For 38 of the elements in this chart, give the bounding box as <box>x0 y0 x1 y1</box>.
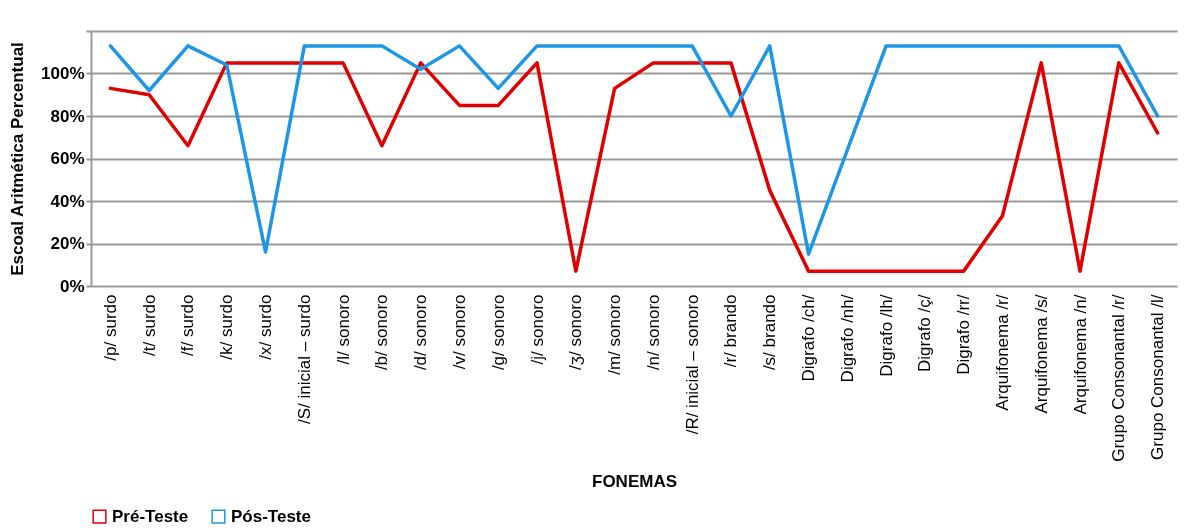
x-tick-label: /R/ inicial – sonoro <box>682 294 702 435</box>
x-tick-label: Grupo Consonantal /l/ <box>1148 294 1168 460</box>
x-tick-label: Digrafo /rr/ <box>954 294 974 375</box>
x-tick-label: /S/ inicial – surdo <box>294 294 314 424</box>
x-tick-label: /d/ sonoro <box>411 294 431 371</box>
x-tick-label: /ʒ/ sonoro <box>566 294 586 370</box>
x-tick-label: /x/ surdo <box>256 294 276 360</box>
y-tick-label: 60% <box>50 149 85 168</box>
x-tick-label: /s/ brando <box>760 294 780 371</box>
y-tick-label: 0% <box>59 276 85 296</box>
x-tick-label: Digrafo /lh/ <box>876 294 896 377</box>
x-tick-label: Digrafo /ç/ <box>915 294 935 372</box>
x-tick-label: /r/ brando <box>721 294 741 368</box>
y-tick-label: 20% <box>50 234 85 253</box>
x-axis-title: FONEMAS <box>592 471 677 491</box>
x-tick-label: /k/ surdo <box>217 294 237 360</box>
x-tick-label: Grupo Consonantal /r/ <box>1109 294 1129 462</box>
x-tick-label: /m/ sonoro <box>605 294 625 375</box>
x-tick-label: /t/ surdo <box>139 294 159 356</box>
legend-label: Pré-Teste <box>112 506 189 526</box>
x-tick-label: /g/ sonoro <box>488 294 508 371</box>
x-tick-label: /v/ sonoro <box>449 294 469 370</box>
x-tick-label: /p/ surdo <box>100 294 120 361</box>
x-tick-label: /b/ sonoro <box>372 294 392 371</box>
x-tick-label: /l/ sonoro <box>333 294 353 365</box>
x-tick-label: Arquifonema /s/ <box>1031 294 1051 414</box>
x-tick-label: /n/ sonoro <box>643 294 663 371</box>
y-tick-label: 100% <box>41 64 85 83</box>
legend-label: Pós-Teste <box>231 506 311 526</box>
x-tick-label: Arquifonema /n/ <box>1070 294 1090 415</box>
y-tick-label: 80% <box>50 106 85 126</box>
y-axis-title: Escoal Aritmética Percentual <box>8 42 28 276</box>
x-tick-label: /j/ sonoro <box>527 294 547 365</box>
x-tick-label: Arquifonema /r/ <box>992 294 1012 411</box>
y-tick-label: 40% <box>50 191 85 211</box>
x-tick-label: Digrafo /ch/ <box>799 294 819 382</box>
x-tick-label: Digrafo /nh/ <box>837 294 857 383</box>
x-tick-label: /f/ surdo <box>178 294 198 356</box>
